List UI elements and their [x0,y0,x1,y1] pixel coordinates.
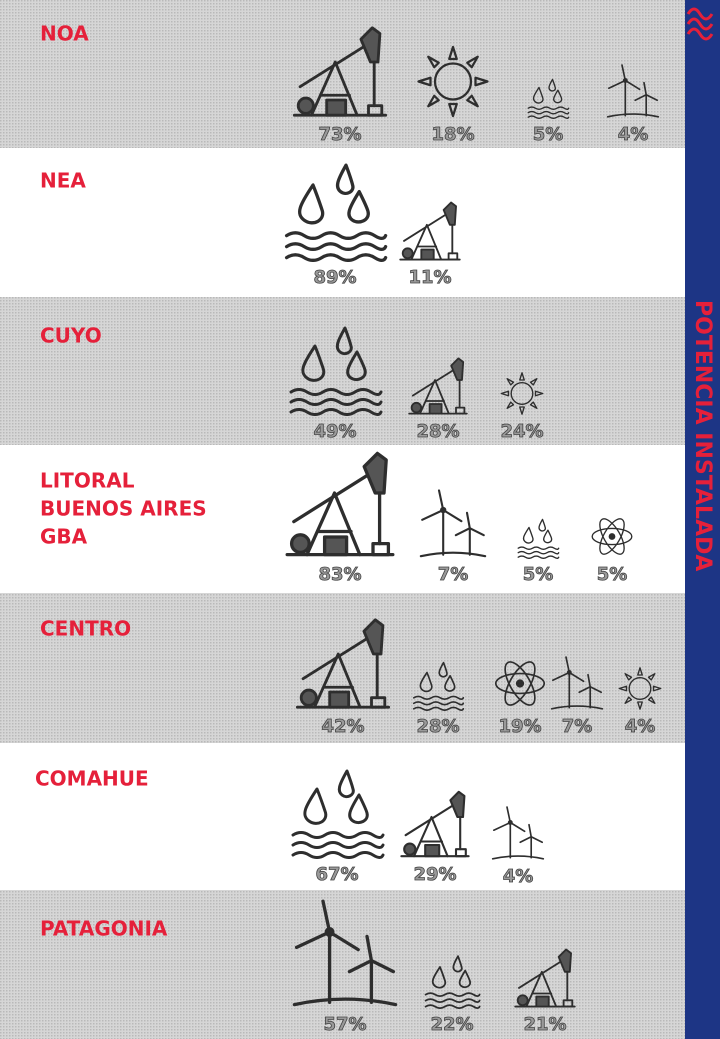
region-name: GBA [40,525,88,549]
share-label: 4% [618,124,649,145]
share-label: 4% [625,716,656,737]
region-row: COMAHUE 67% 29% 4% [0,743,685,890]
share-label: 83% [318,564,361,585]
share-label: 11% [408,267,451,288]
region-name: NOA [40,22,89,46]
share-label: 5% [523,564,554,585]
region-row: PATAGONIA 57% 22% 21% [0,890,685,1039]
share-label: 5% [533,124,564,145]
share-label: 19% [498,716,541,737]
row-background [0,0,685,148]
rows: NOA 73% 18% 5% 4% NEA 89% 11% CUYO 49% 28% 24% LITOR… [0,0,685,1039]
share-label: 89% [313,267,356,288]
region-name: LITORAL [40,469,135,493]
share-label: 57% [323,1014,366,1035]
side-logo [686,7,714,41]
share-label: 21% [523,1014,566,1035]
share-label: 42% [321,716,364,737]
region-name: CUYO [40,324,102,348]
share-label: 67% [315,864,358,885]
side-bar [685,0,720,1039]
row-background [0,743,685,890]
region-name: BUENOS AIRES [40,497,207,521]
share-label: 22% [430,1014,473,1035]
row-background [0,445,685,593]
share-label: 7% [562,716,593,737]
region-row: NEA 89% 11% [0,148,685,297]
region-name: PATAGONIA [40,917,168,941]
share-label: 18% [431,124,474,145]
region-name: COMAHUE [35,767,149,791]
region-row: CUYO 49% 28% 24% [0,297,685,445]
region-row: LITORAL BUENOS AIRES GBA 83% 7% 5% 5% [0,445,685,593]
share-label: 29% [413,864,456,885]
share-label: 24% [500,421,543,442]
share-label: 49% [313,421,356,442]
share-label: 28% [416,716,459,737]
row-background [0,297,685,445]
side-title: POTENCIA INSTALADA [690,300,715,571]
share-label: 5% [597,564,628,585]
region-row: CENTRO 42% 28% 19% 7% 4% [0,593,685,743]
region-name: CENTRO [40,617,131,641]
share-label: 73% [318,124,361,145]
share-label: 7% [438,564,469,585]
region-name: NEA [40,169,86,193]
region-row: NOA 73% 18% 5% 4% [0,0,685,148]
share-label: 28% [416,421,459,442]
share-label: 4% [503,866,534,887]
